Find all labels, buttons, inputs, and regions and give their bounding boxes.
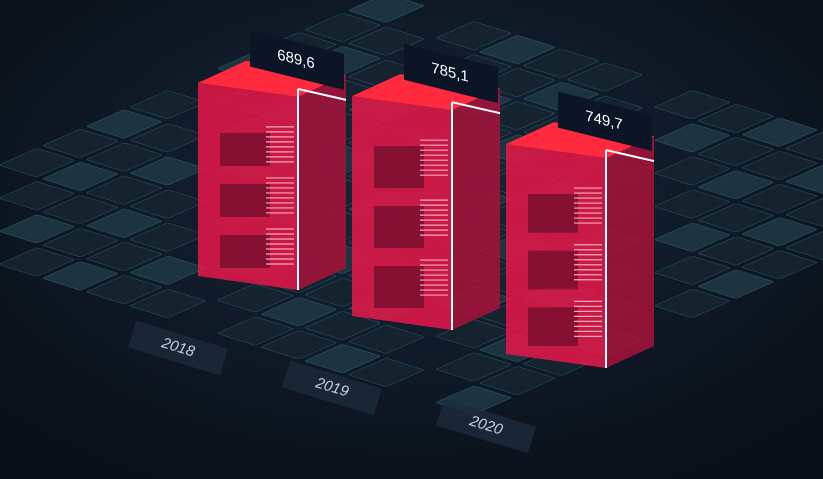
- floor-tile: [261, 330, 337, 360]
- floor-tile: [42, 228, 118, 257]
- floor-tile: [86, 275, 162, 304]
- floor-tile: [436, 352, 512, 382]
- bar-group: 785,1: [352, 43, 501, 330]
- category-tag: 2019: [282, 360, 382, 416]
- bar-window: [220, 183, 270, 217]
- floor-tile: [436, 21, 512, 50]
- value-tag-bg: [404, 43, 498, 104]
- floor-tile: [86, 209, 162, 238]
- floor-tile: [130, 90, 206, 119]
- bar-side: [452, 88, 500, 330]
- floor-tile: [785, 131, 823, 161]
- value-line-top: [605, 149, 655, 163]
- floor-tile: [698, 137, 774, 166]
- bar-group: 689,6: [198, 30, 347, 290]
- bar-window: [374, 206, 424, 249]
- floor-tile: [742, 250, 818, 280]
- floor-tile: [698, 104, 774, 133]
- value-tag-bg: [250, 30, 344, 90]
- floor-tile: [305, 344, 381, 373]
- floor-tile: [261, 297, 337, 326]
- floor-tile: [742, 151, 818, 180]
- floor-tile: [42, 261, 118, 291]
- floor-tile: [0, 148, 75, 177]
- floor-tile: [654, 256, 730, 285]
- bar-window: [374, 146, 424, 189]
- category-tag: 2018: [128, 320, 228, 376]
- value-line-top: [451, 101, 501, 115]
- floor-tile: [42, 129, 118, 158]
- floor-tile: [742, 217, 818, 246]
- floor-tile: [130, 156, 206, 186]
- floor-tile: [654, 90, 730, 119]
- floor-tile: [654, 189, 730, 219]
- floor-tile: [217, 283, 293, 313]
- category-tag: 2020: [436, 398, 536, 454]
- floor-tile: [785, 198, 823, 227]
- floor-tile: [785, 164, 823, 194]
- floor-tile: [0, 214, 75, 244]
- value-tag-bg: [558, 91, 652, 152]
- floor-tile: [42, 162, 118, 191]
- value-tag: 749,7: [558, 91, 652, 152]
- floor-tile: [479, 35, 555, 64]
- bar-window: [528, 250, 578, 290]
- bar-window: [220, 132, 270, 166]
- floor-tile: [86, 176, 162, 205]
- floor-tile: [654, 156, 730, 186]
- floor-tile: [348, 325, 424, 354]
- floor-tile: [86, 142, 162, 172]
- bar-window: [528, 307, 578, 346]
- floor-tile: [742, 118, 818, 147]
- category-tag-bg: [128, 320, 228, 376]
- floor-tile: [698, 236, 774, 266]
- floor-tile: [348, 358, 424, 387]
- floor-tile: [42, 195, 118, 224]
- floor-tile: [0, 181, 75, 211]
- floor-tile: [654, 123, 730, 153]
- bar-side: [606, 136, 654, 368]
- floor-tile: [567, 62, 643, 92]
- floor-tile: [654, 222, 730, 252]
- floor-tile: [130, 189, 206, 219]
- floor-tile: [698, 269, 774, 299]
- floor-tile: [742, 184, 818, 213]
- floor-tile: [130, 256, 206, 285]
- floor-tile: [348, 0, 424, 23]
- floor-tile: [130, 289, 206, 318]
- floor-tile: [130, 222, 206, 252]
- category-tag-bg: [282, 360, 382, 416]
- value-line-top: [297, 87, 347, 101]
- floor-tile: [523, 49, 599, 78]
- bar-side: [298, 74, 346, 290]
- floor-tile: [698, 203, 774, 233]
- bar-group: 749,7: [506, 91, 655, 368]
- floor-tile: [785, 231, 823, 260]
- bar-window: [528, 194, 578, 233]
- bar-window: [220, 234, 270, 268]
- floor-tile: [0, 247, 75, 277]
- bars: 689,6 2018 785,1 2019 749,7 2020: [128, 30, 655, 454]
- floor-tile: [479, 366, 555, 395]
- bar-window: [374, 266, 424, 308]
- floor-tile: [86, 109, 162, 139]
- floor-tile: [305, 13, 381, 42]
- floor-tile: [130, 123, 206, 153]
- category-tag-bg: [436, 398, 536, 454]
- floor-tile: [217, 316, 293, 346]
- value-tag: 689,6: [250, 30, 344, 90]
- value-tag: 785,1: [404, 43, 498, 104]
- floor-tile: [698, 170, 774, 200]
- floor-tile: [654, 289, 730, 318]
- floor-tile: [86, 242, 162, 271]
